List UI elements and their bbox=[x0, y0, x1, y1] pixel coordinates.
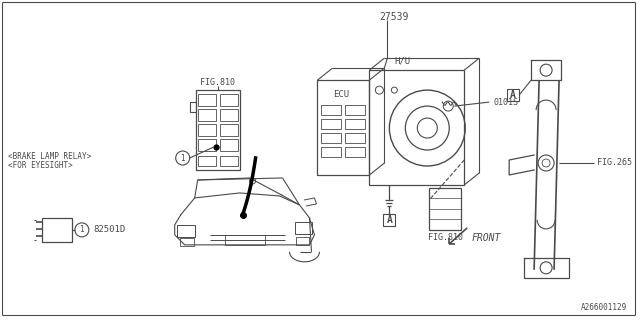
Text: FIG.265: FIG.265 bbox=[597, 158, 632, 167]
Bar bbox=[177, 225, 195, 237]
Text: FIG.810: FIG.810 bbox=[428, 233, 463, 242]
Text: 27539: 27539 bbox=[380, 12, 409, 22]
Text: A: A bbox=[510, 90, 516, 100]
Bar bbox=[220, 109, 237, 121]
Bar bbox=[198, 139, 216, 151]
Bar bbox=[198, 124, 216, 136]
Bar bbox=[346, 147, 365, 157]
Bar bbox=[296, 237, 310, 245]
Bar bbox=[220, 94, 237, 106]
Text: ECU: ECU bbox=[333, 90, 349, 99]
Bar bbox=[220, 139, 237, 151]
Text: H/U: H/U bbox=[394, 56, 410, 65]
Bar bbox=[180, 238, 194, 246]
Bar bbox=[369, 70, 464, 185]
Bar bbox=[198, 156, 216, 166]
Bar bbox=[346, 133, 365, 143]
Bar bbox=[198, 109, 216, 121]
Text: A266001129: A266001129 bbox=[580, 303, 627, 312]
Bar bbox=[196, 90, 239, 170]
Text: 1: 1 bbox=[79, 225, 84, 234]
Bar bbox=[507, 89, 519, 101]
Bar bbox=[346, 105, 365, 115]
Bar bbox=[225, 235, 264, 245]
Text: FIG.810: FIG.810 bbox=[200, 78, 235, 87]
Bar bbox=[189, 102, 196, 112]
Text: 0101S: 0101S bbox=[493, 98, 518, 107]
Text: FRONT: FRONT bbox=[471, 233, 500, 243]
Bar bbox=[429, 188, 461, 230]
Bar bbox=[42, 218, 72, 242]
Bar bbox=[321, 147, 341, 157]
Text: <BRAKE LAMP RELAY>: <BRAKE LAMP RELAY> bbox=[8, 151, 92, 161]
Text: A: A bbox=[387, 215, 392, 225]
Bar bbox=[321, 119, 341, 129]
Bar bbox=[198, 94, 216, 106]
Bar bbox=[220, 124, 237, 136]
Bar bbox=[321, 105, 341, 115]
Bar bbox=[383, 214, 396, 226]
Bar bbox=[346, 119, 365, 129]
Bar bbox=[294, 222, 312, 234]
Text: 1: 1 bbox=[180, 154, 185, 163]
Bar bbox=[321, 133, 341, 143]
Text: <FOR EYESIGHT>: <FOR EYESIGHT> bbox=[8, 162, 73, 171]
Text: 82501D: 82501D bbox=[94, 225, 126, 234]
Bar bbox=[317, 80, 369, 175]
Bar bbox=[220, 156, 237, 166]
